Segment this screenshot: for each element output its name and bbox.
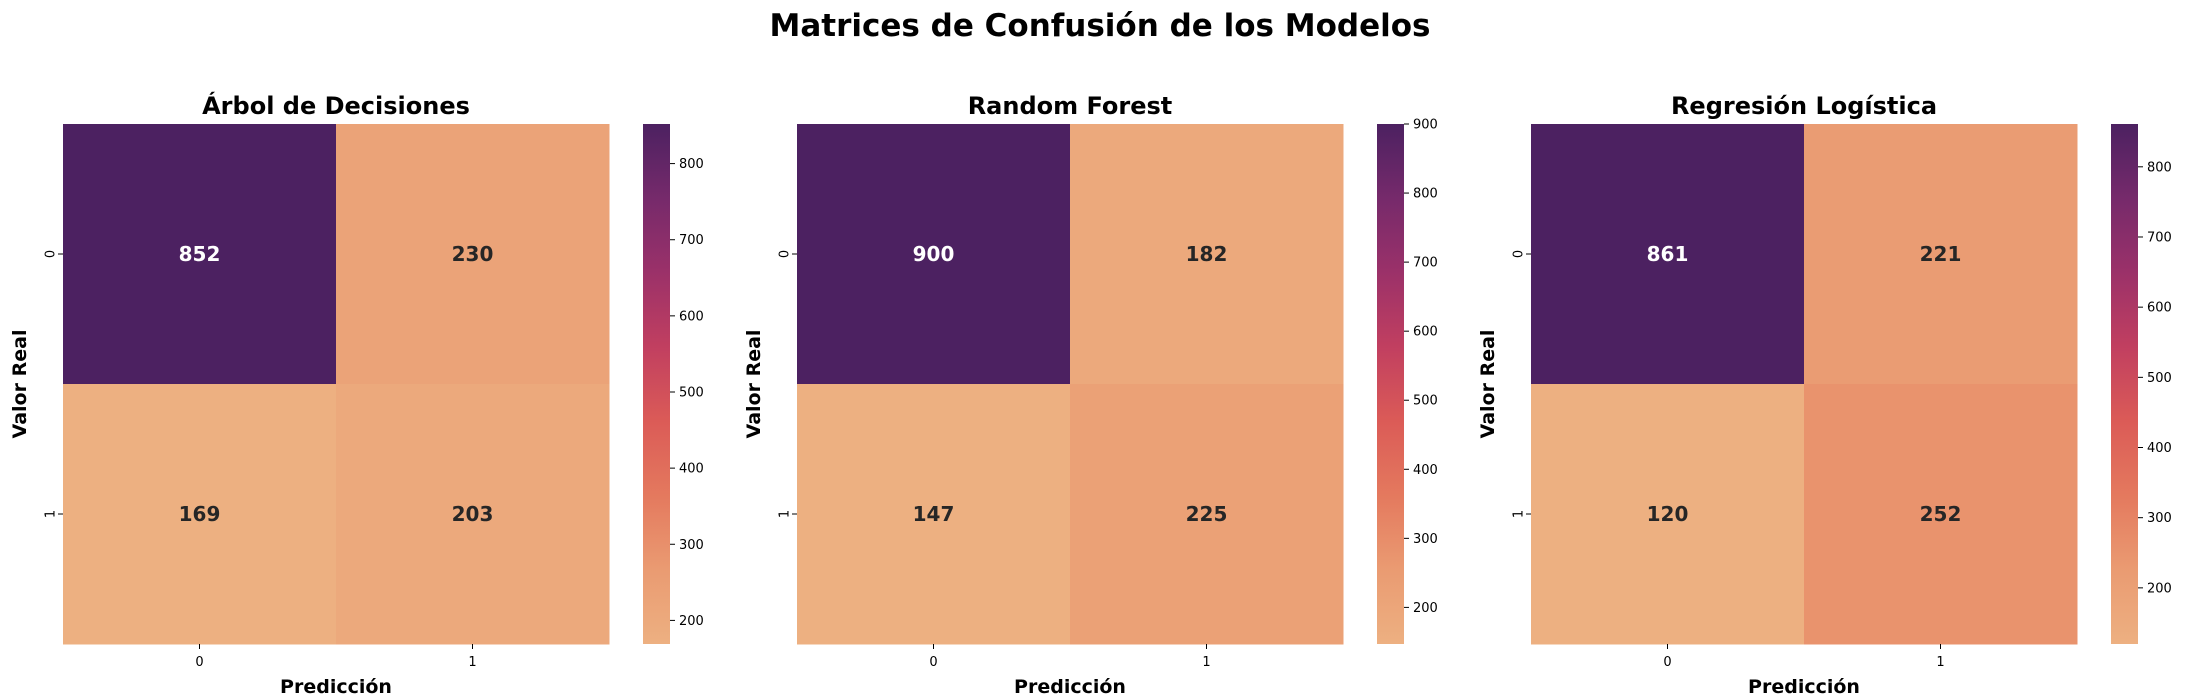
panel-title: Random Forest: [968, 92, 1173, 120]
colorbar-tick-label: 700: [2147, 230, 2172, 245]
heatmap-cell: [797, 124, 1071, 385]
cell-value: 169: [179, 502, 221, 526]
x-tick-label: 1: [1936, 655, 1944, 670]
heatmap-cell: [1070, 384, 1344, 645]
colorbar: [1377, 124, 1404, 644]
x-axis-label: Predicción: [1748, 676, 1860, 698]
heatmap-cell: [1804, 124, 2078, 385]
colorbar-tick-label: 800: [679, 157, 704, 172]
y-axis-label: Valor Real: [743, 330, 765, 439]
cell-value: 230: [452, 242, 494, 266]
cell-value: 861: [1647, 242, 1689, 266]
cell-value: 120: [1647, 502, 1689, 526]
cell-value: 225: [1186, 502, 1228, 526]
y-axis-label: Valor Real: [9, 330, 31, 439]
colorbar-tick-label: 500: [1413, 394, 1438, 409]
colorbar-tick-label: 400: [2147, 441, 2172, 456]
colorbar-tick-label: 800: [2147, 160, 2172, 175]
x-tick-label: 1: [1202, 655, 1210, 670]
colorbar-tick-label: 400: [679, 462, 704, 477]
colorbar-tick-label: 800: [1413, 187, 1438, 202]
y-axis-label: Valor Real: [1477, 330, 1499, 439]
colorbar-tick-label: 700: [679, 233, 704, 248]
colorbar-tick-label: 200: [1413, 601, 1438, 616]
x-tick-label: 0: [929, 655, 937, 670]
heatmap-cell: [1070, 124, 1344, 385]
x-tick-label: 1: [468, 655, 476, 670]
cell-value: 852: [179, 242, 221, 266]
heatmap-cell: [336, 384, 610, 645]
heatmap-cell: [1531, 124, 1805, 385]
heatmap-panels: Árbol de Decisiones 852 230 169 203 0 1 0 1 Predi…: [9, 91, 2172, 698]
y-tick-label: 0: [44, 250, 59, 258]
colorbar-tick-label: 300: [679, 538, 704, 553]
x-axis-label: Predicción: [280, 676, 392, 698]
heatmap-panel-1: Árbol de Decisiones 852 230 169 203 0 1 0 1 Predi…: [9, 91, 704, 698]
colorbar: [2111, 124, 2138, 644]
cell-value: 252: [1920, 502, 1962, 526]
colorbar: [643, 124, 670, 644]
figure-title: Matrices de Confusión de los Modelos: [770, 8, 1431, 44]
y-tick-label: 1: [44, 510, 59, 518]
colorbar-tick-label: 700: [1413, 256, 1438, 271]
colorbar-tick-label: 900: [1413, 118, 1438, 133]
colorbar-tick-label: 200: [2147, 581, 2172, 596]
x-axis-label: Predicción: [1014, 676, 1126, 698]
colorbar-tick-label: 500: [2147, 371, 2172, 386]
colorbar-tick-label: 600: [679, 309, 704, 324]
heatmap-cell: [1531, 384, 1805, 645]
cell-value: 221: [1920, 242, 1962, 266]
y-tick-label: 1: [1512, 510, 1527, 518]
colorbar-tick-label: 300: [2147, 511, 2172, 526]
panel-title: Regresión Logística: [1671, 92, 1937, 120]
colorbar-tick-label: 600: [2147, 301, 2172, 316]
heatmap-cell: [797, 384, 1071, 645]
cell-value: 147: [913, 502, 955, 526]
panel-title: Árbol de Decisiones: [202, 91, 470, 120]
colorbar-tick-label: 200: [679, 614, 704, 629]
x-tick-label: 0: [195, 655, 203, 670]
cell-value: 182: [1186, 242, 1228, 266]
heatmap-cell: [1804, 384, 2078, 645]
heatmap-cell: [63, 384, 337, 645]
cell-value: 900: [913, 242, 955, 266]
y-tick-label: 1: [778, 510, 793, 518]
heatmap-panel-3: Regresión Logística 861 221 120 252 0 1 0 1 Predi…: [1477, 92, 2172, 698]
colorbar-tick-label: 300: [1413, 532, 1438, 547]
cell-value: 203: [452, 502, 494, 526]
colorbar-tick-label: 400: [1413, 463, 1438, 478]
heatmap-cell: [336, 124, 610, 385]
y-tick-label: 0: [1512, 250, 1527, 258]
y-tick-label: 0: [778, 250, 793, 258]
colorbar-tick-label: 600: [1413, 325, 1438, 340]
heatmap-cell: [63, 124, 337, 385]
colorbar-tick-label: 500: [679, 385, 704, 400]
x-tick-label: 0: [1663, 655, 1671, 670]
heatmap-panel-2: Random Forest 900 182 147 225 0 1 0 1 Predicción V…: [743, 92, 1438, 698]
